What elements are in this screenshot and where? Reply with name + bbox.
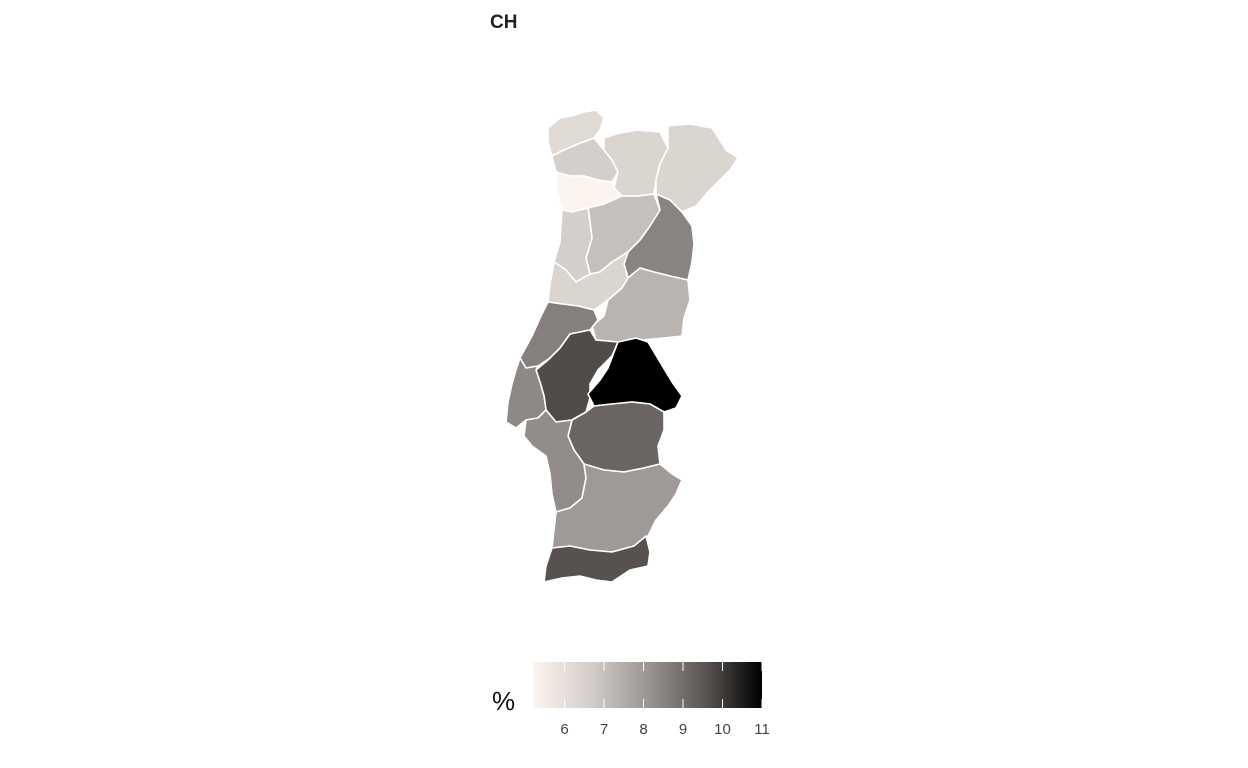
legend-tick-label: 11 (754, 721, 770, 738)
legend-tick-label: 10 (714, 721, 731, 738)
region-aveiro (553, 207, 593, 283)
map-title: CH (490, 12, 518, 33)
region-castelo-branco (591, 267, 691, 343)
legend-tick-label: 8 (639, 721, 648, 738)
region-braganca (655, 123, 739, 213)
legend-title: % (492, 686, 516, 716)
legend-colorbar (533, 662, 763, 708)
legend-tick-label: 9 (678, 721, 688, 738)
legend-tick-label: 6 (560, 721, 569, 738)
region-faro (543, 535, 651, 583)
legend-gradient-bar (533, 662, 762, 708)
legend-tick-label: 7 (599, 721, 609, 738)
